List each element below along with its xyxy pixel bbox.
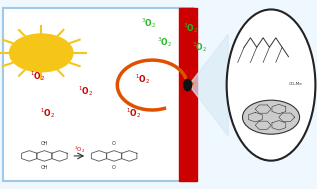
Polygon shape — [192, 34, 228, 136]
Text: $^1$O$_2$: $^1$O$_2$ — [78, 84, 93, 98]
Text: $^1$O$_2$: $^1$O$_2$ — [40, 106, 55, 120]
Text: $^1$O$_2$: $^1$O$_2$ — [74, 144, 85, 155]
Text: $^3$O$_2$: $^3$O$_2$ — [192, 40, 207, 54]
Bar — [179, 8, 197, 181]
Text: $^1$O$_2$: $^1$O$_2$ — [126, 106, 141, 120]
Text: O: O — [112, 141, 116, 146]
Circle shape — [10, 34, 73, 72]
Text: $^3$O$_2$: $^3$O$_2$ — [157, 35, 172, 49]
FancyBboxPatch shape — [3, 8, 193, 181]
Text: OH: OH — [41, 141, 48, 146]
Text: OH: OH — [41, 165, 48, 170]
Ellipse shape — [184, 79, 191, 91]
Circle shape — [243, 100, 300, 134]
Text: $^3$O$_2$: $^3$O$_2$ — [183, 21, 198, 35]
Text: $^1$O$_2$: $^1$O$_2$ — [135, 72, 150, 86]
Text: $^3$O$_2$: $^3$O$_2$ — [141, 16, 157, 30]
Text: O: O — [112, 165, 116, 170]
Ellipse shape — [227, 9, 315, 161]
Text: CO₂Me: CO₂Me — [288, 82, 302, 86]
Text: $^1$O$_2$: $^1$O$_2$ — [30, 69, 46, 83]
